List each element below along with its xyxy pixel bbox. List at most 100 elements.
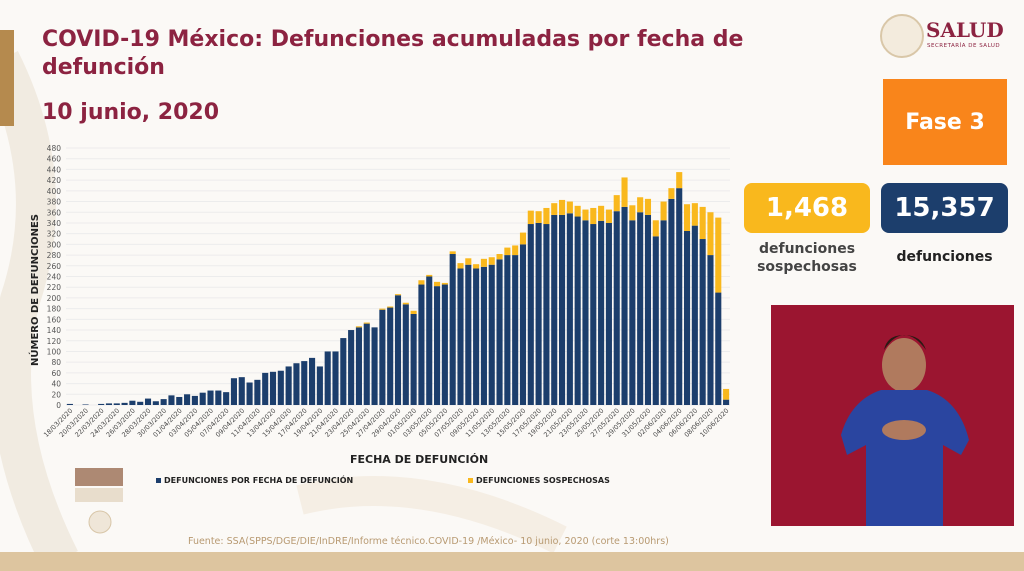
sign-language-interpreter-video bbox=[771, 305, 1014, 526]
bar-confirmed bbox=[105, 403, 113, 405]
bar-suspect bbox=[410, 310, 417, 314]
x-axis-label: FECHA DE DEFUNCIÓN bbox=[350, 453, 489, 466]
y-tick-label: 440 bbox=[47, 165, 62, 174]
bar-confirmed bbox=[715, 292, 722, 405]
y-tick-label: 400 bbox=[47, 187, 62, 196]
bar-confirmed bbox=[527, 224, 534, 405]
bar-suspect bbox=[629, 205, 636, 221]
bar-confirmed bbox=[223, 392, 230, 405]
y-tick-label: 80 bbox=[51, 358, 61, 367]
bar-suspect bbox=[683, 204, 691, 231]
bar-confirmed bbox=[262, 372, 269, 405]
y-tick-label: 40 bbox=[51, 380, 61, 389]
bar-confirmed bbox=[324, 351, 331, 405]
bar-confirmed bbox=[621, 206, 628, 405]
y-tick-label: 240 bbox=[47, 273, 62, 282]
suspect-deaths-card: 1,468 bbox=[744, 183, 870, 233]
bar-confirmed bbox=[488, 264, 495, 405]
bar-confirmed bbox=[441, 284, 448, 405]
report-date: 10 junio, 2020 bbox=[42, 100, 220, 125]
total-deaths-card: 15,357 bbox=[881, 183, 1008, 233]
bar-suspect bbox=[543, 207, 550, 225]
bar-suspect bbox=[496, 254, 503, 260]
y-tick-label: 480 bbox=[47, 144, 62, 153]
bar-confirmed bbox=[129, 400, 136, 405]
bar-suspect bbox=[418, 280, 425, 285]
interpreter-figure bbox=[771, 305, 1014, 526]
y-tick-label: 60 bbox=[51, 369, 61, 378]
bar-confirmed bbox=[426, 276, 433, 405]
y-tick-label: 340 bbox=[47, 219, 62, 228]
bar-confirmed bbox=[66, 403, 73, 405]
y-tick-label: 220 bbox=[47, 283, 62, 292]
suspect-label-line2: sospechosas bbox=[757, 259, 857, 275]
legend-label-confirmed: DEFUNCIONES POR FECHA DE DEFUNCIÓN bbox=[164, 476, 354, 485]
bar-confirmed bbox=[207, 390, 214, 405]
bar-suspect bbox=[613, 195, 620, 212]
suspect-label-line1: defunciones bbox=[758, 241, 856, 257]
bar-confirmed bbox=[238, 377, 245, 405]
bar-confirmed bbox=[363, 323, 370, 405]
y-tick-label: 120 bbox=[47, 337, 62, 346]
bar-confirmed bbox=[293, 363, 300, 405]
bar-confirmed bbox=[348, 330, 355, 405]
x-axis-ticks: 18/03/202020/03/202022/03/202024/03/2020… bbox=[42, 407, 730, 439]
bar-confirmed bbox=[340, 338, 347, 405]
bar-suspect bbox=[394, 294, 402, 296]
bar-suspect bbox=[480, 258, 487, 267]
bar-confirmed bbox=[598, 220, 605, 405]
bar-confirmed bbox=[699, 239, 706, 405]
bar-confirmed bbox=[512, 255, 519, 405]
y-tick-label: 260 bbox=[47, 262, 62, 271]
bar-suspect bbox=[566, 201, 573, 214]
bar-suspect bbox=[621, 177, 628, 207]
bar-confirmed bbox=[269, 371, 277, 405]
bar-suspect bbox=[652, 220, 659, 237]
suspect-deaths-label: defunciones sospechosas bbox=[744, 240, 870, 276]
y-tick-label: 320 bbox=[47, 230, 62, 239]
bar-confirmed bbox=[551, 214, 558, 405]
bar-confirmed bbox=[707, 255, 714, 405]
bar-confirmed bbox=[144, 398, 152, 405]
bar-confirmed bbox=[559, 214, 566, 405]
bar-confirmed bbox=[668, 198, 675, 405]
bar-confirmed bbox=[379, 309, 386, 405]
bar-suspect bbox=[535, 211, 542, 223]
bar-suspect bbox=[465, 258, 472, 265]
bar-confirmed bbox=[168, 395, 175, 405]
bar-suspect bbox=[668, 188, 675, 199]
bar-suspect bbox=[457, 263, 464, 269]
bar-suspect bbox=[574, 205, 581, 217]
bar-suspect bbox=[582, 209, 589, 221]
bar-confirmed bbox=[309, 357, 316, 405]
bar-confirmed bbox=[184, 394, 191, 405]
bar-confirmed bbox=[473, 268, 480, 405]
bar-confirmed bbox=[285, 366, 292, 405]
bar-suspect bbox=[691, 203, 698, 226]
logo-name: SALUD bbox=[926, 18, 1004, 42]
bar-confirmed bbox=[535, 222, 542, 405]
bar-confirmed bbox=[246, 382, 253, 405]
bar-confirmed bbox=[371, 327, 378, 405]
bar-confirmed bbox=[98, 403, 105, 405]
bar-confirmed bbox=[254, 379, 261, 405]
bar-confirmed bbox=[82, 404, 89, 405]
bar-suspect bbox=[355, 326, 362, 328]
bar-confirmed bbox=[434, 286, 441, 405]
bar-confirmed bbox=[137, 401, 144, 405]
source-note: Fuente: SSA(SPPS/DGE/DIE/InDRE/Informe t… bbox=[188, 536, 669, 547]
bar-confirmed bbox=[574, 216, 581, 405]
bar-suspect bbox=[699, 206, 706, 240]
bar-suspect bbox=[488, 257, 495, 265]
bar-confirmed bbox=[199, 392, 206, 405]
bar-confirmed bbox=[355, 327, 362, 405]
bar-confirmed bbox=[543, 224, 550, 405]
salud-logo: SALUD SECRETARÍA DE SALUD bbox=[880, 14, 1020, 58]
bar-confirmed bbox=[683, 230, 691, 405]
bar-suspect bbox=[449, 251, 456, 255]
bar-confirmed bbox=[613, 211, 620, 405]
bar-suspect bbox=[402, 302, 409, 305]
bar-confirmed bbox=[644, 214, 652, 405]
legend-suspect: DEFUNCIONES SOSPECHOSAS bbox=[468, 476, 610, 485]
